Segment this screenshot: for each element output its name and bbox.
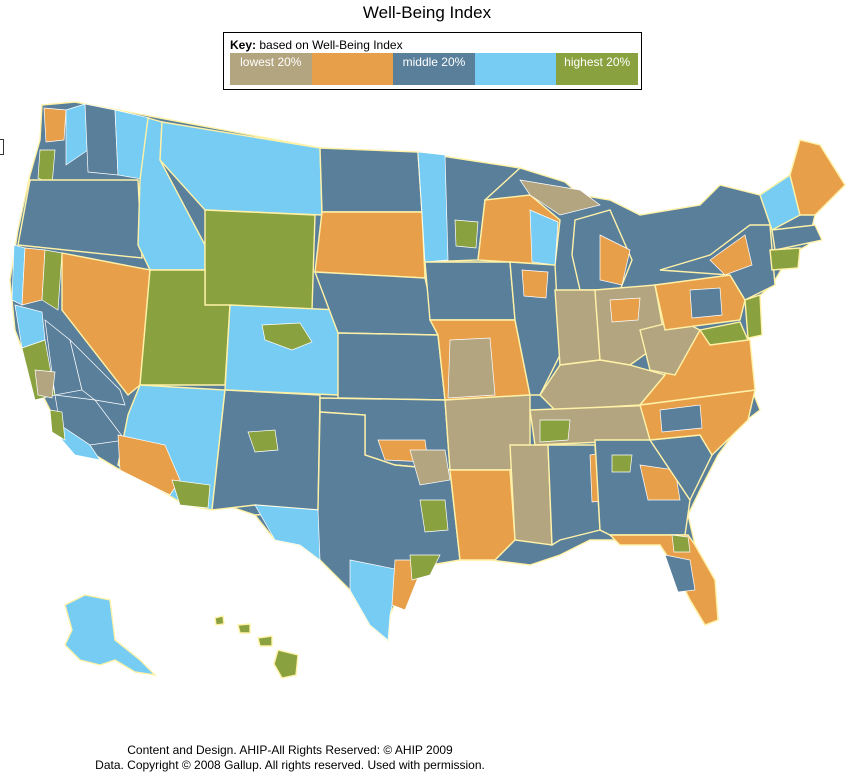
region-mn-west — [417, 151, 449, 263]
region-wa-coast — [43, 107, 67, 143]
region-fl-blue — [664, 554, 696, 593]
region-nevada-south — [69, 338, 126, 406]
legend-swatch-label: lowest 20% — [240, 55, 302, 69]
region-tn-olive — [539, 419, 571, 443]
legend-swatch-highest: highest 20% — [556, 53, 638, 85]
region-ca-tan — [34, 369, 56, 399]
legend-swatch-low — [311, 53, 394, 85]
region-louisiana — [449, 469, 516, 561]
region-tx-tan — [409, 449, 451, 486]
map-title: Well-Being Index — [362, 3, 492, 22]
region-new-jersey — [744, 294, 763, 339]
region-connecticut — [769, 247, 801, 271]
map-legend: Key: based on Well-Being Index lowest 20… — [223, 32, 642, 90]
region-tx-olive — [409, 554, 441, 581]
region-ca-olive-south — [49, 409, 66, 441]
region-arizona-olive — [171, 479, 211, 509]
region-fl-olive — [671, 534, 691, 553]
region-alaska — [64, 594, 157, 677]
region-nc-blue — [659, 404, 703, 433]
map-footer: Content and Design. AHIP-All Rights Rese… — [60, 743, 520, 773]
region-il-orange — [521, 269, 549, 299]
legend-swatch-middle: middle 20% — [393, 53, 475, 85]
region-tx-west — [254, 504, 321, 561]
region-hawaii — [214, 615, 299, 679]
region-wyoming — [204, 209, 316, 311]
region-alabama — [547, 444, 601, 547]
region-ca-orange-north — [21, 247, 46, 306]
legend-swatches: lowest 20% middle 20% highest 20% — [230, 53, 638, 85]
legend-prefix: Key: — [230, 38, 257, 52]
region-wa-central — [84, 103, 119, 176]
region-pa-blue — [689, 287, 723, 319]
region-mississippi — [509, 444, 553, 546]
region-ny-orange — [709, 234, 753, 276]
region-indiana — [554, 289, 601, 366]
region-maine — [789, 139, 846, 216]
region-ga-olive — [611, 454, 633, 473]
region-nevada — [61, 252, 151, 397]
region-north-dakota — [319, 147, 423, 213]
region-colorado-denver — [261, 322, 313, 351]
region-florida — [608, 534, 719, 626]
region-la-olive — [419, 499, 449, 533]
legend-swatch-label: middle 20% — [402, 55, 466, 69]
region-michigan-up — [519, 179, 601, 216]
legend-swatch-lowest: lowest 20% — [230, 53, 312, 85]
region-nm-olive — [247, 429, 279, 453]
legend-swatch-high — [474, 53, 557, 85]
region-massachusetts — [771, 224, 824, 251]
region-kansas — [337, 332, 446, 401]
region-mn-olive — [454, 219, 479, 249]
us-choropleth-map — [9, 101, 846, 679]
region-ga-orange — [639, 464, 681, 501]
region-hawaii-kauai — [214, 615, 225, 626]
region-michigan-orange — [599, 234, 631, 286]
legend-swatch-label: highest 20% — [564, 55, 631, 69]
region-missouri-tan — [447, 337, 496, 399]
legend-text: based on Well-Being Index — [259, 38, 403, 52]
region-maryland — [698, 321, 750, 346]
region-south-dakota — [314, 211, 426, 279]
region-colorado — [224, 304, 341, 396]
legend-label: Key: based on Well-Being Index — [230, 38, 403, 52]
region-hawaii-maui — [257, 635, 273, 647]
region-oregon — [17, 179, 143, 259]
region-ca-olive-north — [41, 249, 63, 311]
footer-line-1: Content and Design. AHIP-All Rights Rese… — [127, 743, 453, 757]
region-hawaii-oahu — [237, 623, 251, 634]
region-iowa — [424, 261, 516, 321]
footer-line-2: Data. Copyright © 2008 Gallup. All right… — [95, 758, 485, 772]
edge-marker — [0, 139, 4, 155]
region-ohio-orange — [609, 297, 641, 323]
region-hawaii-big-island — [273, 649, 299, 679]
